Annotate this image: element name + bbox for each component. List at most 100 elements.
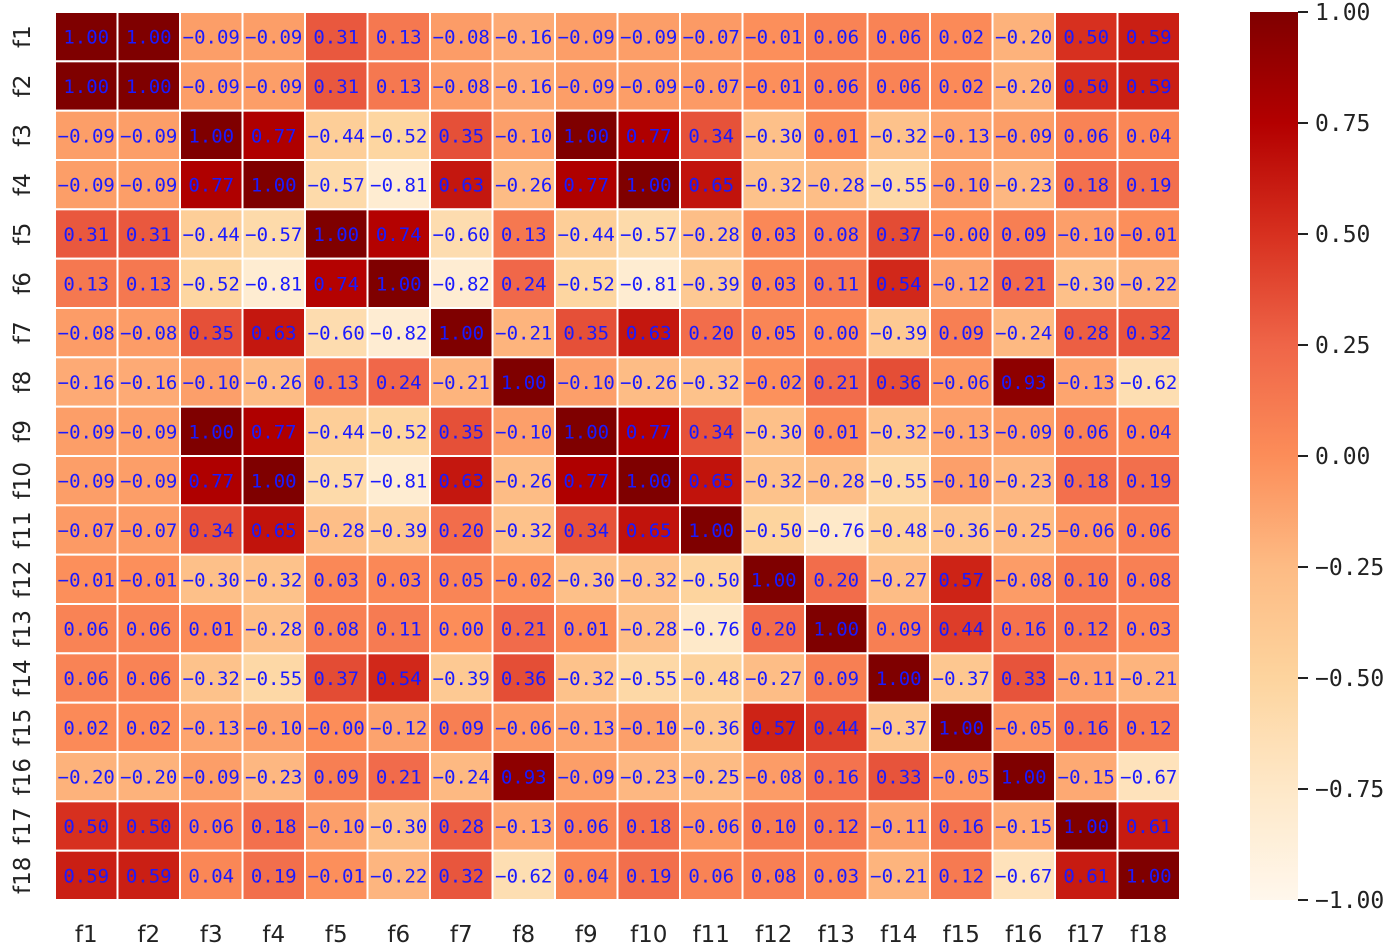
heatmap-cell: [491, 849, 556, 902]
heatmap-cell: [929, 751, 994, 803]
cell-label: 0.16: [1001, 619, 1047, 641]
cell-label: 1.00: [376, 273, 422, 295]
heatmap-cell: [429, 504, 494, 556]
cell-label: −0.50: [683, 569, 740, 591]
heatmap-cell: [1054, 208, 1119, 260]
heatmap-cell: [866, 504, 931, 556]
cell-label: −0.13: [558, 717, 615, 739]
cell-label: −0.23: [245, 767, 302, 789]
heatmap-cell: [366, 11, 431, 63]
cell-label: −0.32: [245, 569, 302, 591]
cell-label: −0.07: [683, 27, 740, 49]
cell-label: 0.77: [188, 471, 234, 493]
heatmap-cell: [179, 356, 244, 408]
cell-label: 0.09: [1001, 224, 1047, 246]
cell-label: −0.10: [495, 125, 552, 147]
cell-label: −0.09: [183, 27, 240, 49]
y-tick-label: f18: [10, 857, 36, 894]
cell-label: 0.09: [313, 767, 359, 789]
colorbar-tick-label: −0.25: [1315, 555, 1384, 581]
cell-label: 1.00: [251, 471, 297, 493]
heatmap-cell: [116, 356, 181, 408]
cell-label: 0.16: [813, 767, 859, 789]
cell-label: 0.35: [188, 323, 234, 345]
cell-label: 0.02: [63, 717, 109, 739]
cell-label: −0.39: [683, 273, 740, 295]
cell-label: 1.00: [938, 717, 984, 739]
cell-label: −0.32: [745, 175, 802, 197]
cell-label: −0.55: [620, 668, 677, 690]
heatmap-cell: [741, 553, 806, 606]
cell-label: 0.01: [563, 619, 609, 641]
cell-label: −0.62: [1120, 372, 1177, 394]
cell-label: −0.08: [58, 323, 115, 345]
cell-label: −0.13: [933, 125, 990, 147]
cell-label: −0.20: [120, 767, 177, 789]
heatmap-cell: [1054, 652, 1119, 704]
cell-label: −0.28: [620, 619, 677, 641]
heatmap-cell: [554, 504, 619, 556]
cell-label: −0.81: [245, 273, 302, 295]
cell-label: 0.44: [813, 717, 859, 739]
cell-label: 0.06: [688, 865, 734, 887]
heatmap-cell: [804, 109, 869, 161]
heatmap-cell: [991, 356, 1056, 408]
heatmap-cell: [804, 307, 869, 359]
heatmap-cell: [804, 60, 869, 112]
cell-label: 0.18: [1063, 471, 1109, 493]
heatmap-cell: [616, 603, 681, 655]
cell-label: 0.05: [438, 569, 484, 591]
y-tick-label: f14: [10, 659, 36, 696]
heatmap-cell: [804, 504, 869, 556]
x-tick-label: f16: [1005, 922, 1042, 948]
cell-label: −0.25: [683, 767, 740, 789]
y-tick-label: f6: [10, 272, 36, 295]
heatmap-cell: [179, 60, 244, 112]
cell-label: −0.01: [308, 865, 365, 887]
cell-label: −0.16: [58, 372, 115, 394]
cell-label: 1.00: [563, 421, 609, 443]
cell-label: 0.50: [63, 816, 109, 838]
cell-label: 1.00: [1126, 865, 1172, 887]
y-tick-label: f9: [10, 420, 36, 443]
heatmap-cell: [1116, 849, 1181, 902]
heatmap-cell: [1116, 159, 1181, 211]
cell-label: 0.63: [438, 175, 484, 197]
heatmap-cell: [1116, 455, 1181, 507]
cell-label: 0.77: [188, 175, 234, 197]
cell-label: 0.06: [188, 816, 234, 838]
cell-label: −0.30: [370, 816, 427, 838]
cell-label: 0.18: [251, 816, 297, 838]
cell-label: −0.06: [933, 372, 990, 394]
cell-label: −0.13: [933, 421, 990, 443]
cell-label: −0.05: [933, 767, 990, 789]
cell-label: 0.06: [63, 668, 109, 690]
cell-label: 1.00: [1001, 767, 1047, 789]
heatmap-cell: [116, 652, 181, 704]
heatmap-cell: [866, 159, 931, 211]
cell-label: 1.00: [501, 372, 547, 394]
cell-label: −0.07: [120, 520, 177, 542]
cell-label: −0.52: [558, 273, 615, 295]
cell-label: 0.54: [876, 273, 922, 295]
cell-label: 0.10: [751, 816, 797, 838]
heatmap-cell: [54, 356, 119, 408]
heatmap-cell: [1116, 60, 1181, 112]
heatmap-cell: [241, 405, 306, 457]
cell-label: 0.77: [251, 421, 297, 443]
cell-label: 0.19: [1126, 471, 1172, 493]
heatmap-cell: [1054, 504, 1119, 556]
cell-label: 0.03: [813, 865, 859, 887]
heatmap-cell: [241, 307, 306, 359]
cell-label: −0.00: [308, 717, 365, 739]
cell-label: −0.82: [370, 323, 427, 345]
cell-label: 0.37: [876, 224, 922, 246]
heatmap-cell: [741, 307, 806, 359]
heatmap-cell: [616, 159, 681, 211]
cell-label: 0.31: [313, 76, 359, 98]
heatmap-cell: [491, 701, 556, 754]
heatmap-cell: [179, 405, 244, 457]
cell-label: −0.16: [495, 27, 552, 49]
cell-label: −0.57: [308, 471, 365, 493]
